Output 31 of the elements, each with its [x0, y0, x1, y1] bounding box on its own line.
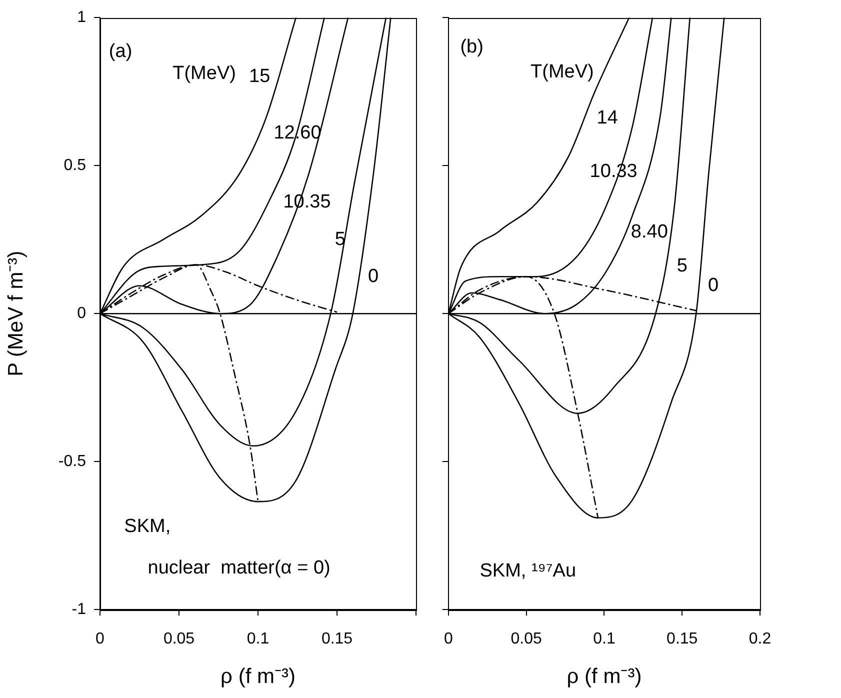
- y-tick-label: 0: [77, 305, 86, 322]
- series-label: 8.40: [630, 222, 668, 243]
- x-tick-label: 0.1: [593, 630, 616, 648]
- annotation: T(MeV): [172, 63, 236, 84]
- x-axis-title: ρ (f m⁻³): [220, 665, 296, 688]
- series-label: 0: [708, 275, 719, 296]
- y-tick-label: -0.5: [58, 453, 86, 470]
- annotation: nuclear matter(α = 0): [148, 557, 330, 578]
- annotation: (a): [108, 40, 132, 62]
- annotation: SKM, ¹⁹⁷Au: [480, 560, 576, 582]
- series-label: 0: [368, 266, 379, 287]
- annotation: (b): [460, 36, 484, 58]
- x-tick-label: 0.15: [321, 630, 353, 648]
- x-tick-label: 0.2: [748, 630, 772, 648]
- x-tick-label: 0.1: [246, 630, 270, 648]
- y-tick-label: 0.5: [64, 157, 86, 174]
- x-tick-label: 0.05: [163, 630, 195, 648]
- x-tick-label: 0: [96, 630, 105, 648]
- y-tick-label: -1: [72, 601, 86, 618]
- series-label: 5: [676, 255, 688, 276]
- x-axis-title: ρ (f m⁻³): [566, 665, 642, 688]
- y-axis-title: P (MeV f m⁻³): [4, 250, 28, 376]
- series-label: 5: [334, 228, 346, 250]
- series-label: 14: [596, 107, 618, 128]
- x-tick-label: 0: [444, 630, 453, 648]
- series-label: 15: [249, 66, 270, 88]
- annotation: T(MeV): [530, 62, 594, 83]
- annotation: SKM,: [124, 516, 171, 537]
- x-tick-label: 0.15: [666, 630, 698, 648]
- y-tick-label: 1: [77, 9, 86, 26]
- x-tick-label: 0.05: [510, 630, 542, 648]
